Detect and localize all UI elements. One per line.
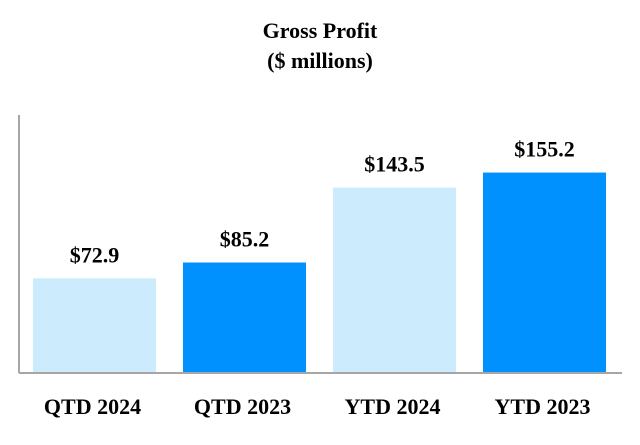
chart-title: Gross Profit — [263, 18, 378, 43]
chart-subtitle: ($ millions) — [267, 48, 373, 73]
category-label: YTD 2023 — [495, 394, 591, 419]
category-label: QTD 2023 — [194, 394, 291, 419]
category-label: YTD 2024 — [345, 394, 441, 419]
category-label: QTD 2024 — [44, 394, 141, 419]
data-label: $155.2 — [514, 137, 575, 162]
bar-ytd-2023 — [483, 172, 606, 372]
data-label: $143.5 — [364, 152, 425, 177]
bar-qtd-2023 — [183, 262, 306, 372]
bar-qtd-2024 — [33, 278, 156, 372]
data-label: $85.2 — [220, 227, 270, 252]
data-label: $72.9 — [70, 242, 120, 267]
bar-ytd-2024 — [333, 187, 456, 372]
